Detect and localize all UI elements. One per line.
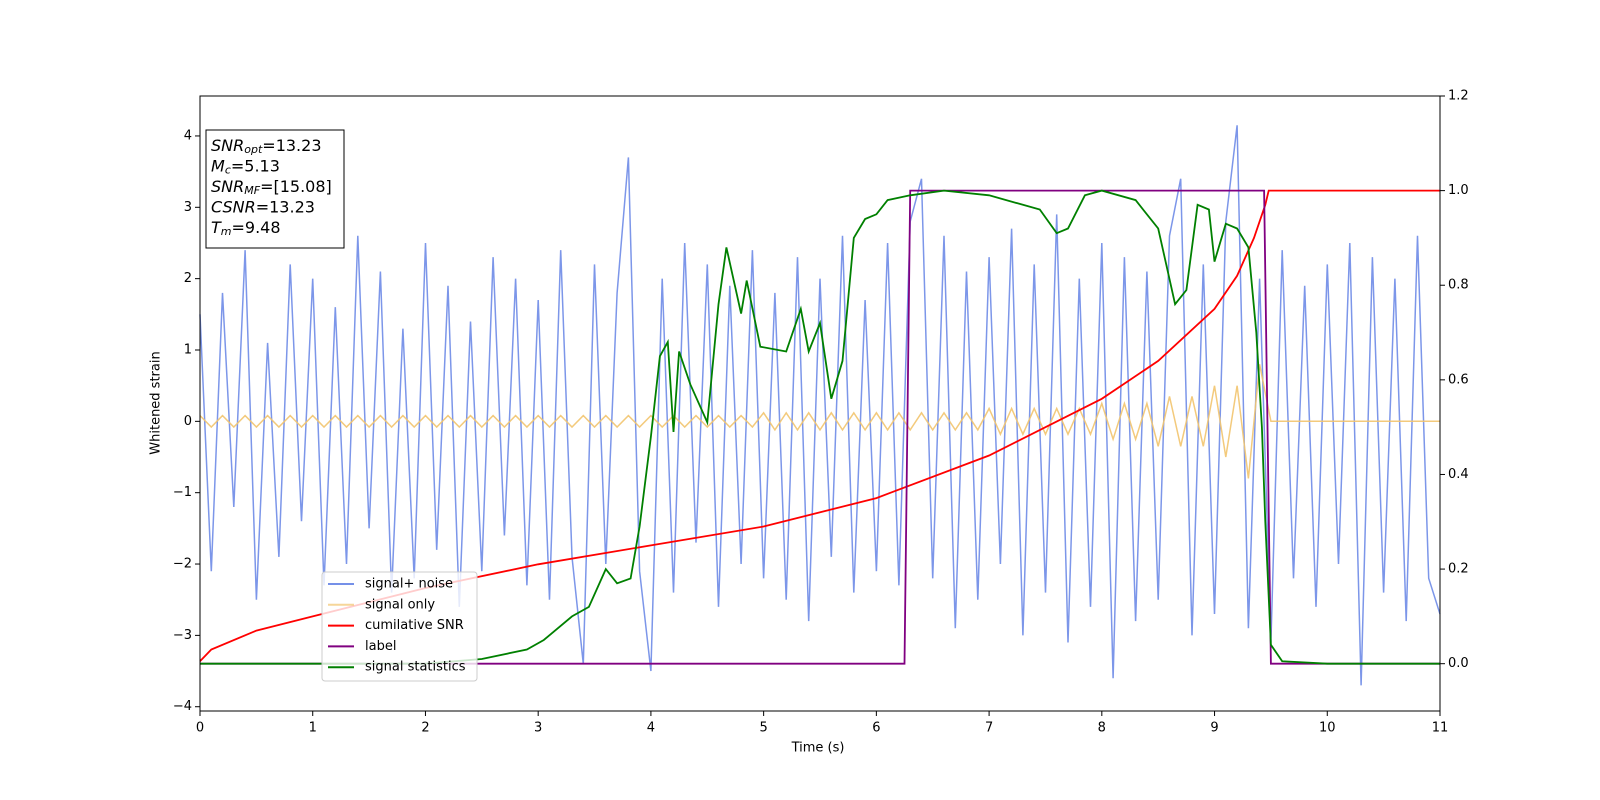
- x-tick-label: 11: [1432, 721, 1449, 736]
- y2-tick-label: 0.2: [1448, 562, 1469, 577]
- plot-frame: [199, 95, 1441, 712]
- annotation-sub: c: [225, 164, 231, 177]
- x-tick-label: 5: [759, 721, 767, 736]
- y-tick-label: 2: [184, 271, 192, 286]
- series-line: [199, 364, 1440, 479]
- x-tick-label: 1: [309, 721, 317, 736]
- y-tick-label: 4: [184, 128, 192, 143]
- annotation-main: SNR: [211, 177, 244, 196]
- y2-tick-label: 0.4: [1448, 467, 1469, 482]
- x-tick-label: 3: [534, 721, 542, 736]
- x-tick-label: 6: [872, 721, 880, 736]
- y2-tick-label: 1.0: [1448, 183, 1469, 198]
- legend-label: cumilative SNR: [365, 618, 464, 633]
- x-tick-label: 4: [647, 721, 655, 736]
- series-line: [199, 189, 1440, 662]
- annotation-value: =5.13: [231, 156, 280, 175]
- annotation-main: SNR: [211, 136, 244, 155]
- y-tick-label: 0: [184, 414, 192, 429]
- y2-tick-label: 0.6: [1448, 372, 1469, 387]
- y2-tick-label: 1.2: [1448, 89, 1469, 104]
- y-tick-label: −3: [173, 628, 192, 643]
- annotation: CSNR=13.23: [211, 197, 315, 216]
- annotation-main: T: [211, 218, 222, 237]
- series-line: [200, 189, 1440, 665]
- legend-frame: [321, 571, 478, 682]
- legend-label: signal only: [365, 597, 435, 612]
- annotation-main: M: [211, 156, 225, 175]
- x-tick-label: 7: [985, 721, 993, 736]
- x-tick-label: 8: [1098, 721, 1106, 736]
- legend: signal+ noise signal only cumilative SNR la…: [321, 571, 478, 682]
- y-axis-label: Whitened strain: [149, 351, 164, 454]
- annotation-sub: MF: [244, 184, 260, 197]
- y2-tick-label: 0.8: [1448, 278, 1469, 293]
- annotation: SNRopt=13.23: [211, 136, 322, 157]
- y2-tick-label: 0.0: [1448, 656, 1469, 671]
- annotation-sub: m: [221, 225, 232, 238]
- legend-label: signal statistics: [365, 660, 466, 675]
- y-tick-label: −1: [173, 485, 192, 500]
- legend-label: signal+ noise: [365, 577, 453, 592]
- annotation-sub: opt: [244, 143, 263, 156]
- y-tick-label: −4: [173, 699, 192, 714]
- x-tick-label: 0: [196, 721, 204, 736]
- annotation: Mc=5.13: [211, 156, 280, 177]
- legend-label: label: [365, 639, 396, 654]
- y-tick-label: −2: [173, 557, 192, 572]
- x-tick-label: 2: [421, 721, 429, 736]
- x-tick-label: 9: [1210, 721, 1218, 736]
- x-axis-label: Time (s): [791, 741, 845, 756]
- annotation-value: =[15.08]: [260, 177, 332, 196]
- annotation-main: CSNR: [211, 197, 256, 216]
- annotation: SNRMF=[15.08]: [211, 177, 332, 198]
- x-tick-label: 10: [1319, 721, 1336, 736]
- series-line: [200, 189, 1440, 665]
- y-tick-label: 3: [184, 200, 192, 215]
- y-tick-label: 1: [184, 342, 192, 357]
- series-line: [199, 125, 1441, 686]
- annotation-value: =9.48: [232, 218, 281, 237]
- annotation: Tm=9.48: [211, 218, 281, 239]
- annotation-frame: [205, 129, 345, 249]
- annotation-value: =13.23: [262, 136, 321, 155]
- plot-area: [199, 125, 1441, 686]
- annotation-value: =13.23: [256, 197, 315, 216]
- annotation-box: SNRopt=13.23Mc=5.13SNRMF=[15.08]CSNR=13.…: [205, 129, 345, 249]
